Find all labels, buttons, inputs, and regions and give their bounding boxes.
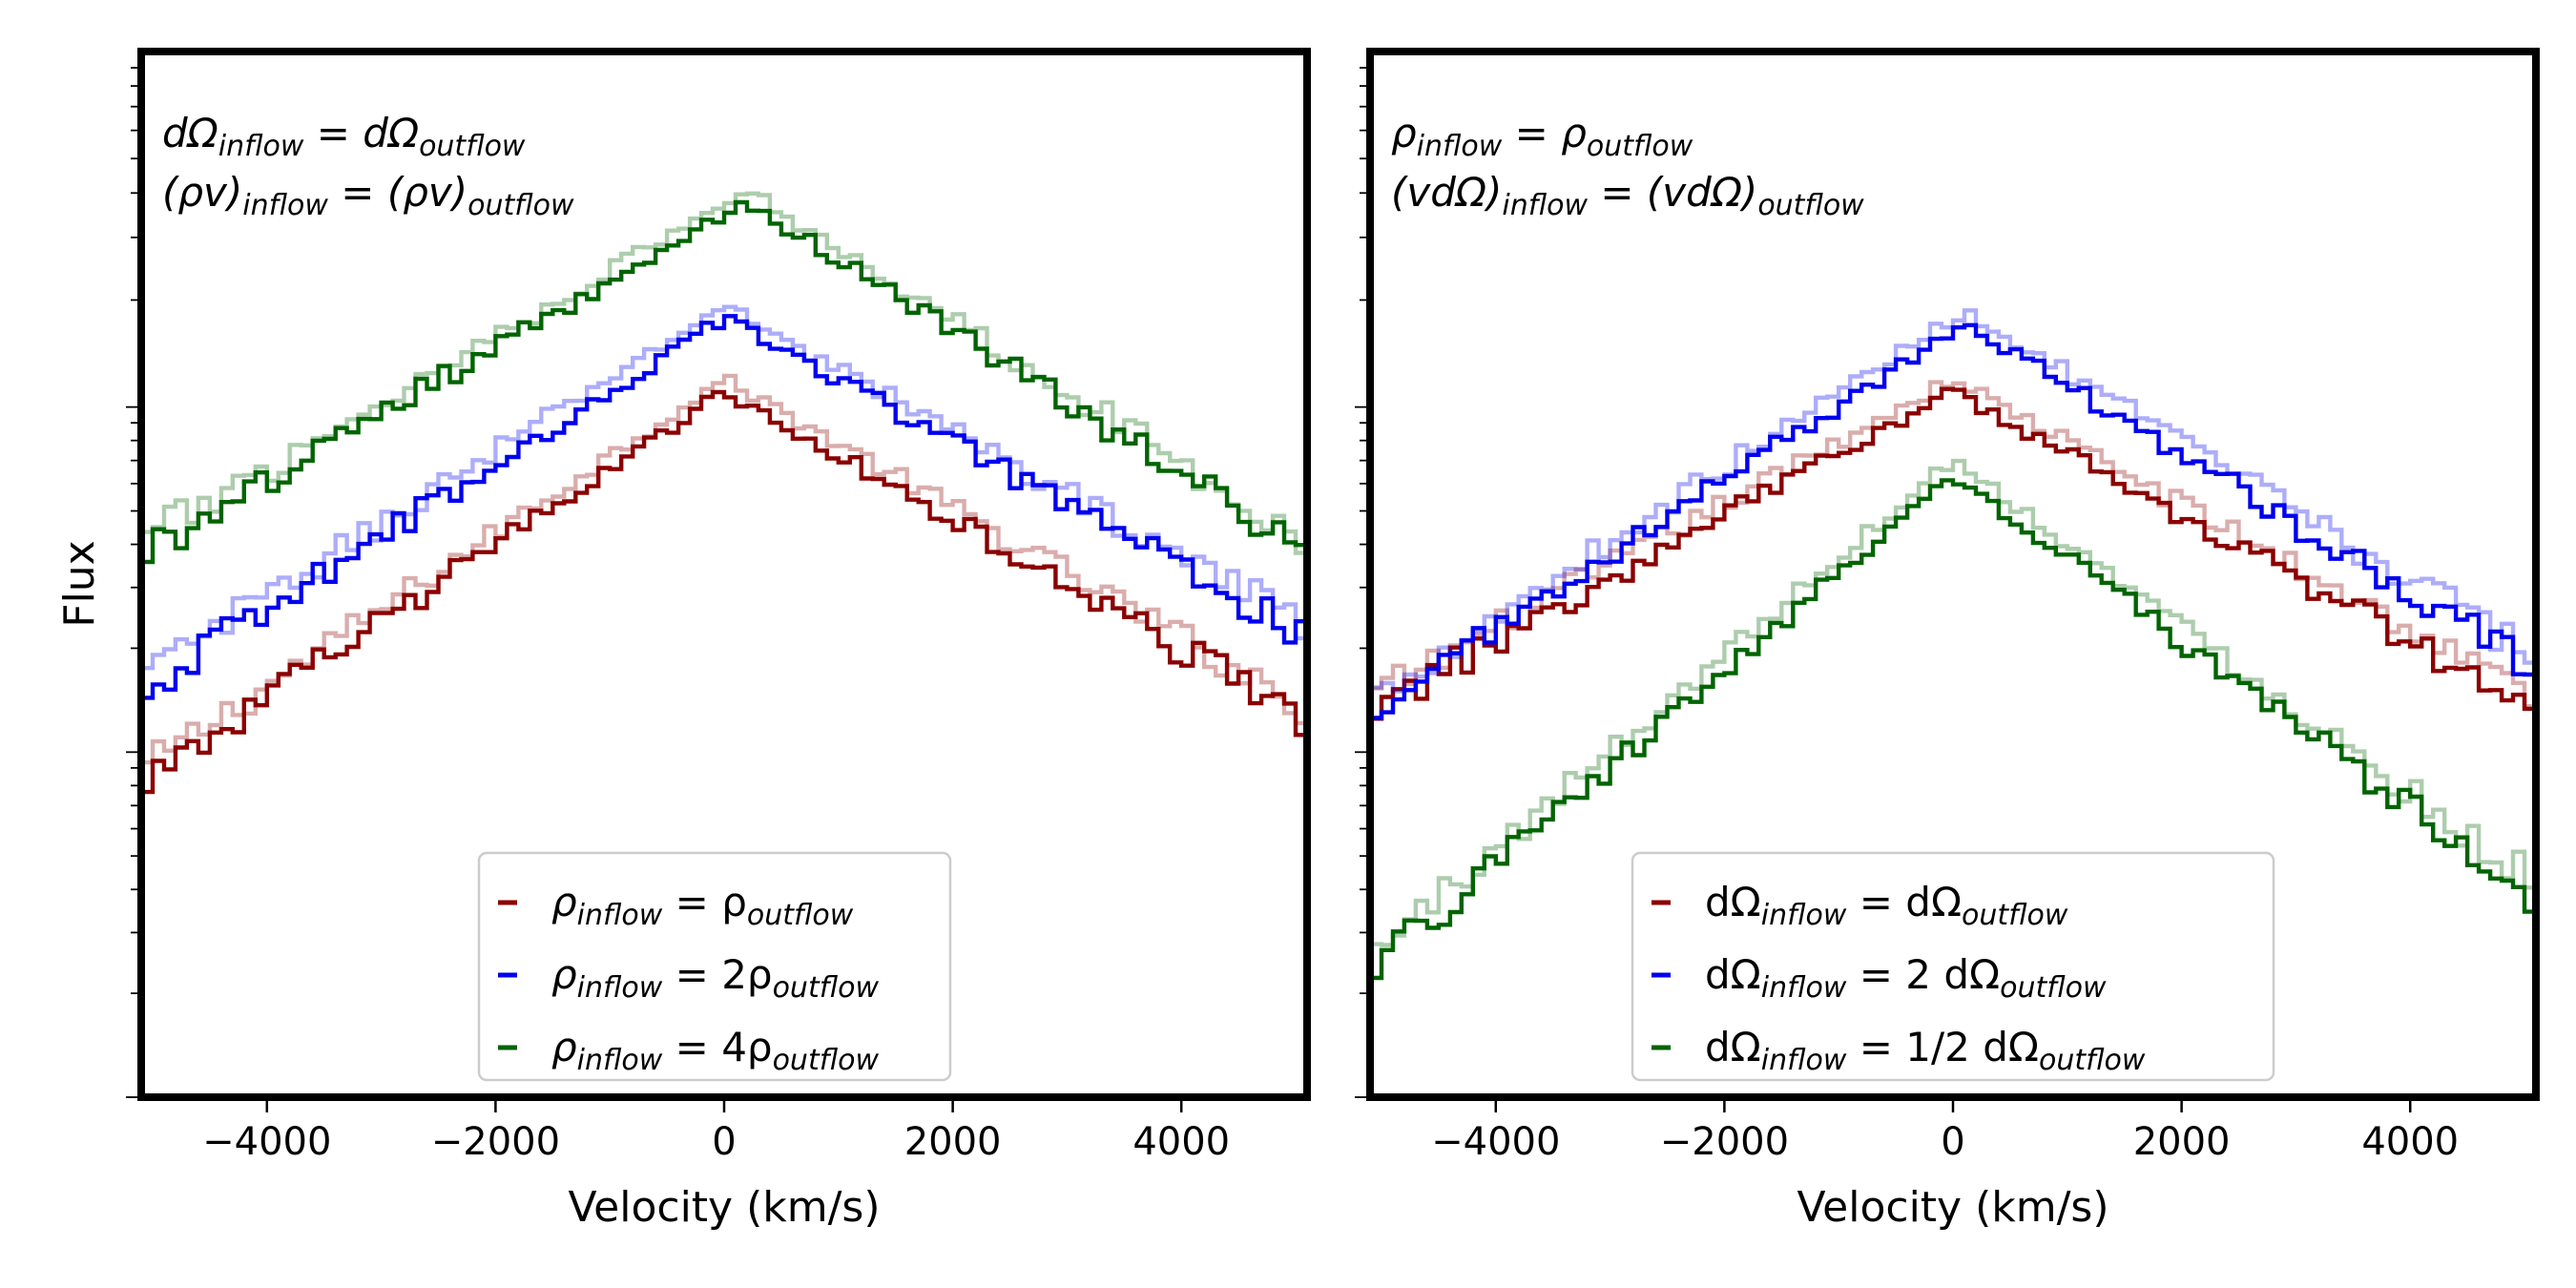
x-axis-label: Velocity (km/s)	[1797, 1183, 2109, 1232]
series-2-faint-line	[1370, 458, 2536, 947]
annotation-line: dΩinflow = dΩoutflow	[162, 110, 526, 163]
legend-entry: dΩinflow = 1/2 dΩoutflow	[1705, 1024, 2146, 1077]
x-tick-label: 4000	[1132, 1120, 1230, 1164]
legend-entry: dΩinflow = 2 dΩoutflow	[1705, 951, 2107, 1005]
left-panel: −4000 −2000 0 2000 4000 Velocity (km/s) dΩinfl…	[126, 48, 1311, 1232]
series-0-faint-line	[141, 373, 1307, 765]
plot-area	[1370, 308, 2536, 981]
series-0-faint-line	[1370, 380, 2536, 717]
axes-frame	[1366, 48, 2540, 1101]
x-tick-label: 2000	[2133, 1120, 2231, 1164]
legend-entry: dΩinflow = dΩoutflow	[1705, 879, 2068, 932]
legend-entry: ρinflow = ρoutflow	[551, 879, 854, 932]
x-tick-label: −4000	[1431, 1120, 1560, 1164]
series-2-line	[1370, 478, 2536, 981]
x-tick-label: −2000	[1660, 1120, 1789, 1164]
x-tick-label: −4000	[202, 1120, 331, 1164]
y-axis-label: Flux	[55, 540, 104, 627]
series-1-faint-line	[1370, 308, 2536, 694]
x-tick-label: 0	[712, 1120, 736, 1164]
axes-frame	[137, 48, 1311, 1101]
legend-frame	[477, 851, 952, 1082]
legend: dΩinflow = dΩoutflow dΩinflow = 2 dΩoutfl…	[1631, 851, 2275, 1082]
legend-frame	[1631, 851, 2275, 1082]
series-0-line	[1370, 386, 2536, 721]
x-tick-label: 2000	[904, 1120, 1002, 1164]
series-1-line	[141, 314, 1307, 700]
series-2-faint-line	[141, 191, 1307, 555]
legend: ρinflow = ρoutflow ρinflow = 2ρoutflow ρin…	[477, 851, 952, 1082]
x-tick-label: 0	[1941, 1120, 1964, 1164]
plot-area	[141, 191, 1307, 795]
legend-entry: ρinflow = 4ρoutflow	[551, 1024, 879, 1077]
right-panel: −4000 −2000 0 2000 4000 Velocity (km/s) ρinflo…	[1355, 48, 2540, 1232]
x-axis-label: Velocity (km/s)	[568, 1183, 880, 1232]
x-tick-label: −2000	[431, 1120, 560, 1164]
annotation-line: (vdΩ)inflow = (vdΩ)outflow	[1391, 169, 1864, 222]
series-1-line	[1370, 322, 2536, 720]
series-0-line	[141, 389, 1307, 795]
annotation-line: (ρv)inflow = (ρv)outflow	[162, 169, 574, 222]
series-2-line	[141, 199, 1307, 573]
x-tick-label: 4000	[2361, 1120, 2459, 1164]
annotation-line: ρinflow = ρoutflow	[1391, 110, 1693, 163]
legend-entry: ρinflow = 2ρoutflow	[551, 951, 879, 1005]
